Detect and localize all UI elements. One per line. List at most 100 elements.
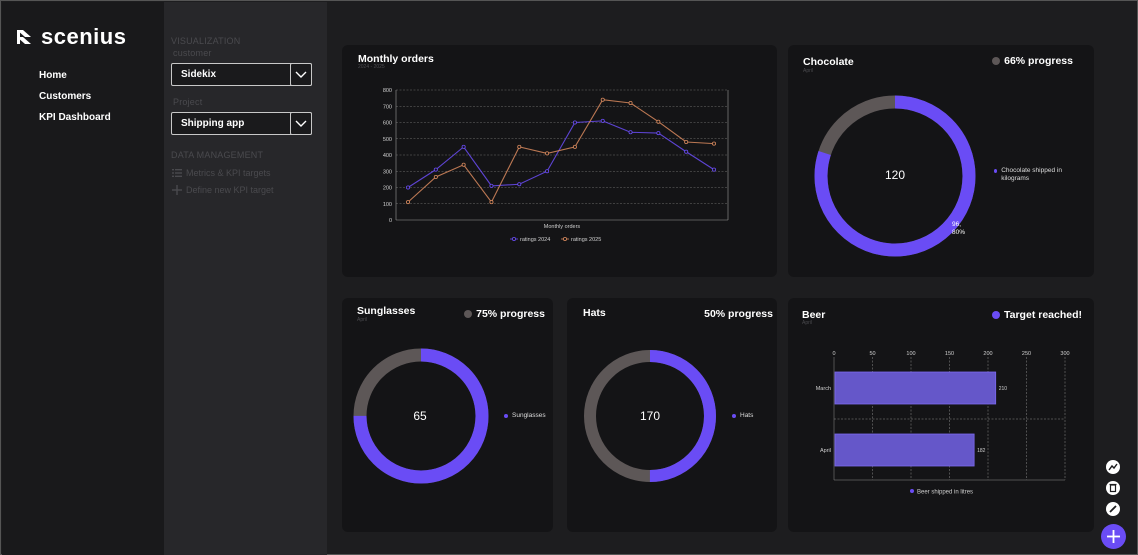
customer-dropdown[interactable]: Sidekix (171, 63, 312, 86)
add-widget-button[interactable] (1101, 524, 1126, 549)
metrics-kpi-targets-link[interactable]: Metrics & KPI targets (172, 168, 271, 178)
x-tick-label: 150 (945, 351, 954, 357)
data-point (656, 131, 661, 136)
edit-tool-button[interactable] (1106, 502, 1120, 516)
y-tick-label: 300 (383, 169, 392, 175)
chocolate-progress-label: 66% progress (1004, 55, 1073, 67)
brand-name: scenius (41, 24, 127, 49)
data-point (517, 144, 522, 149)
data-point (489, 200, 494, 205)
progress-dot (992, 311, 1000, 319)
y-tick-label: 100 (383, 202, 392, 208)
project-label: Project (173, 97, 203, 107)
progress-dot (992, 57, 1001, 65)
donut-value-arc (814, 95, 976, 257)
legend-marker (562, 236, 567, 241)
bar-value-label: 210 (999, 386, 1008, 392)
hats-legend: Hats (732, 412, 753, 420)
category-label: April (820, 448, 831, 454)
progress-dot (464, 310, 473, 318)
data-point (517, 182, 522, 187)
beer-legend-label: Beer shipped in litres (917, 490, 973, 496)
chocolate-card: Chocolate April 66% progress 96, 80% 120 … (788, 45, 1094, 277)
x-tick-label: 200 (983, 351, 992, 357)
customer-dropdown-toggle[interactable] (290, 63, 312, 86)
chevron-down-icon (295, 71, 307, 78)
nav-item-kpi-dashboard[interactable]: KPI Dashboard (39, 112, 111, 123)
donut-value-arc (353, 348, 489, 484)
bar (834, 433, 975, 467)
chocolate-center-value: 120 (884, 168, 906, 182)
beer-progress-label: Target reached! (1004, 309, 1082, 321)
hats-progress: 50% progress (704, 308, 773, 320)
sunglasses-legend-label: Sunglasses (512, 412, 546, 419)
y-tick-label: 500 (383, 137, 392, 143)
data-point (600, 97, 605, 102)
nav-item-customers[interactable]: Customers (39, 91, 92, 102)
data-point (600, 118, 605, 123)
data-point (656, 119, 661, 124)
y-tick-label: 200 (383, 186, 392, 192)
y-tick-label: 600 (383, 121, 392, 127)
project-dropdown-toggle[interactable] (290, 112, 312, 135)
customer-label: customer (173, 48, 212, 58)
hats-card: Hats 50% progress 170 Hats (567, 298, 777, 532)
data-point (406, 200, 411, 205)
y-tick-label: 0 (389, 218, 392, 224)
monthly-orders-card: Monthly orders 2024 - 2025 0 100 200 300 400… (342, 45, 777, 277)
data-point (572, 120, 577, 125)
beer-title: Beer (802, 309, 826, 321)
sunglasses-legend: Sunglasses (504, 412, 546, 420)
brand-logo[interactable]: scenius (17, 24, 126, 50)
beer-bar-chart: 0 50 100 150 200 250 300 March 210 April 182 Beer s… (816, 351, 1070, 496)
sunglasses-title: Sunglasses (357, 305, 416, 317)
beer-subtitle: April (802, 320, 813, 326)
donut-pct-label-1: 96, (952, 221, 961, 228)
chart-icon (1108, 463, 1118, 471)
chocolate-legend: Chocolate shipped in kilograms (994, 167, 1074, 183)
data-point (545, 169, 550, 174)
chart-tool-button[interactable] (1106, 460, 1120, 474)
edit-icon (1109, 505, 1117, 513)
main-navigation: scenius Home Customers KPI Dashboard (2, 2, 164, 555)
monthly-orders-line-chart: 0 100 200 300 400 500 600 700 800 Monthly orders r… (383, 88, 729, 243)
scenius-logo-icon (17, 30, 31, 44)
nav-item-home[interactable]: Home (39, 70, 67, 81)
chocolate-progress: 66% progress (992, 55, 1073, 67)
define-new-kpi-target-link[interactable]: Define new KPI target (172, 185, 274, 195)
filter-panel: VISUALIZATION customer Sidekix Project S… (164, 2, 327, 555)
plus-icon (172, 185, 182, 195)
hats-progress-label: 50% progress (704, 308, 773, 320)
trash-icon (1109, 483, 1117, 493)
legend-dot (910, 489, 914, 493)
sunglasses-card: Sunglasses April 75% progress 65 Sunglas… (342, 298, 553, 532)
data-point (628, 101, 633, 106)
hats-legend-label: Hats (740, 412, 754, 419)
data-point (545, 151, 550, 156)
data-point (461, 162, 466, 167)
legend-dot (994, 169, 998, 173)
monthly-orders-title: Monthly orders (358, 53, 434, 65)
x-tick-label: 300 (1060, 351, 1069, 357)
hats-donut-chart (584, 350, 716, 482)
beer-card: Beer April Target reached! 0 50 100 150 200 2… (788, 298, 1094, 532)
monthly-orders-subtitle: 2024 - 2025 (358, 64, 385, 70)
visualization-heading: VISUALIZATION (171, 36, 241, 46)
y-tick-label: 700 (383, 104, 392, 110)
category-label: March (816, 386, 831, 392)
x-tick-label: 50 (869, 351, 875, 357)
bar (834, 371, 997, 405)
bar-value-label: 182 (977, 448, 986, 454)
sunglasses-progress: 75% progress (464, 308, 545, 320)
legend-label: ratings 2024 (520, 237, 550, 243)
y-tick-label: 400 (383, 153, 392, 159)
project-dropdown[interactable]: Shipping app (171, 112, 312, 135)
data-point (711, 141, 716, 146)
data-point (711, 167, 716, 172)
chocolate-donut-chart: 96,80% (814, 95, 976, 257)
data-management-heading: DATA MANAGEMENT (171, 150, 264, 160)
delete-tool-button[interactable] (1106, 481, 1120, 495)
x-tick-label: 0 (832, 351, 835, 357)
data-point (628, 130, 633, 135)
define-new-kpi-target-label: Define new KPI target (186, 185, 274, 195)
